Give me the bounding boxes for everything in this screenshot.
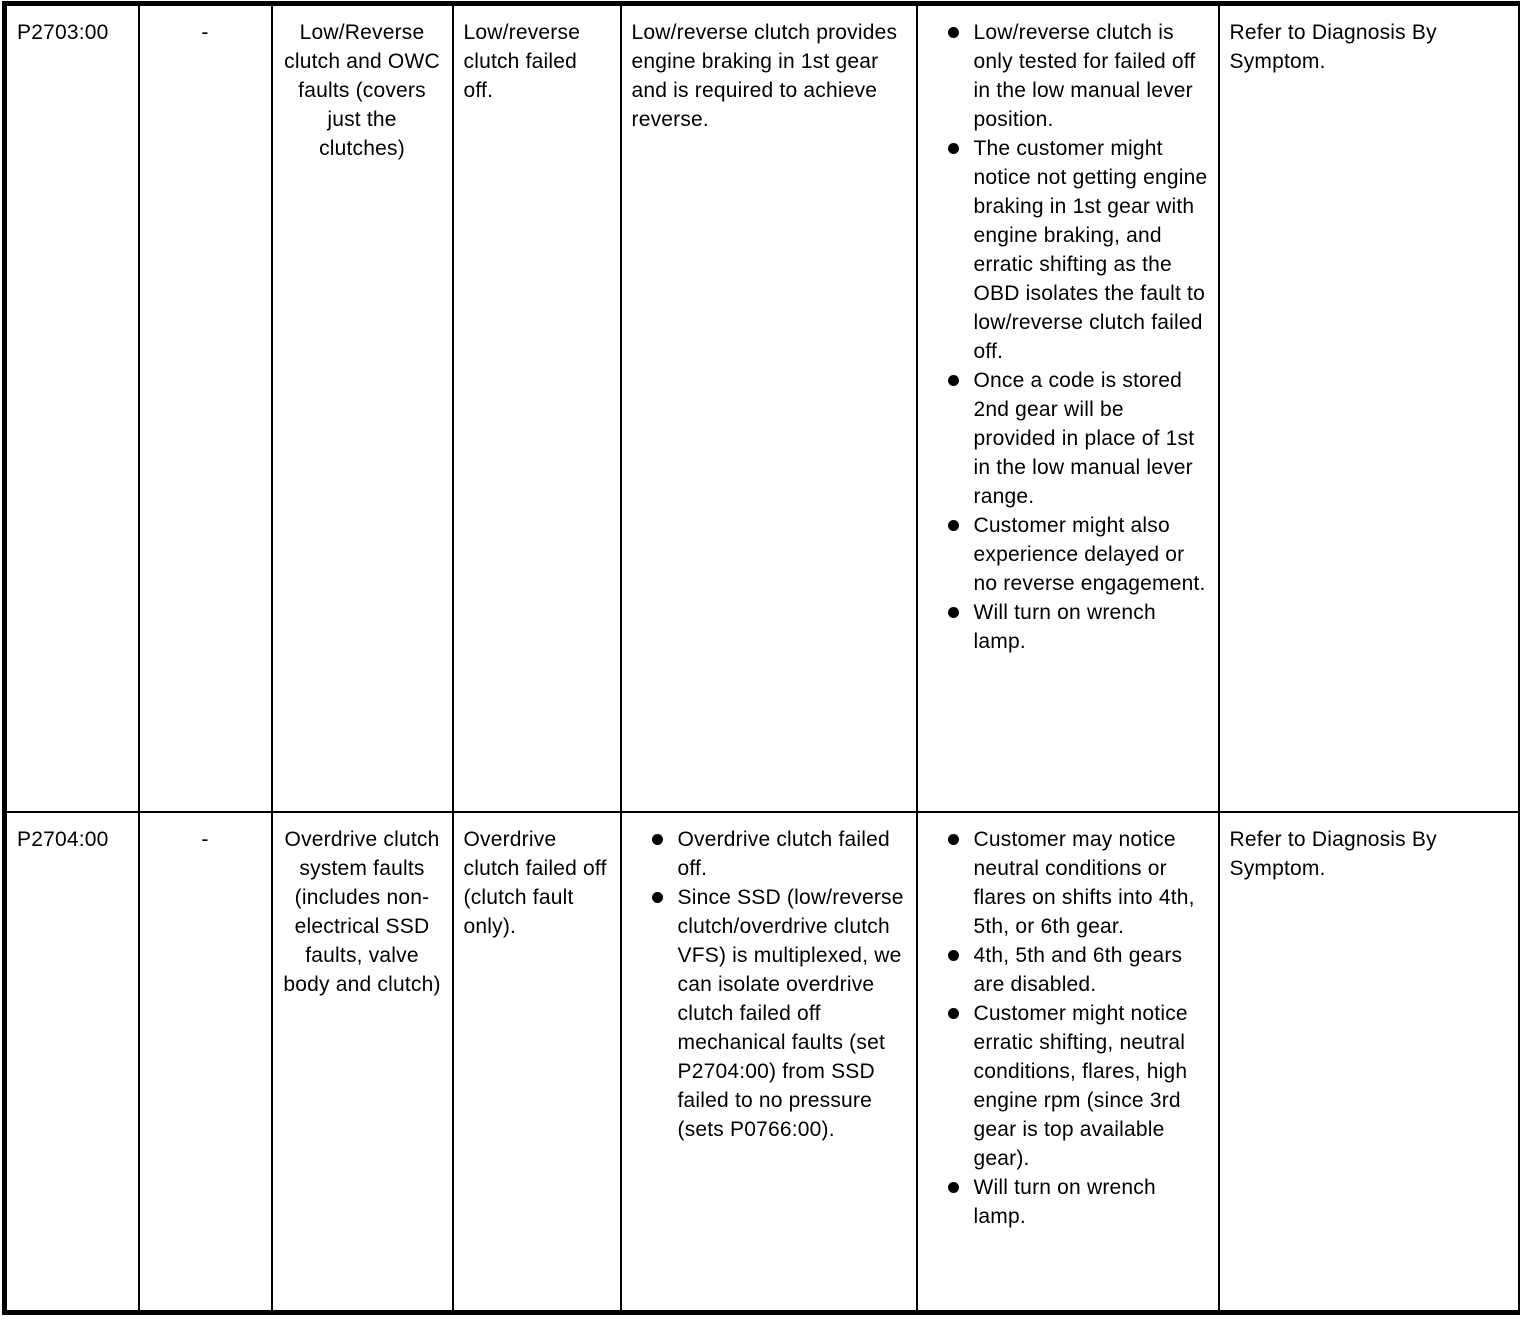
bullet-item: Customer may notice neutral conditions o… bbox=[928, 825, 1208, 941]
action-text: Refer to Diagnosis By Symptom. bbox=[1230, 21, 1437, 73]
symptom-cell: Customer may notice neutral conditions o… bbox=[917, 812, 1219, 1313]
bullet-item: Customer might also experience delayed o… bbox=[928, 511, 1208, 598]
dtc-code: P2703:00 bbox=[17, 21, 109, 44]
function-cell: Overdrive clutch failed off.Since SSD (l… bbox=[621, 812, 917, 1313]
dtc-code-cell: P2704:00 bbox=[5, 812, 139, 1313]
symptom-cell: Low/reverse clutch is only tested for fa… bbox=[917, 4, 1219, 812]
action-cell: Refer to Diagnosis By Symptom. bbox=[1219, 812, 1520, 1313]
function-cell: Low/reverse clutch provides engine braki… bbox=[621, 4, 917, 812]
description-cell: Overdrive clutch system faults (includes… bbox=[272, 812, 453, 1313]
action-cell: Refer to Diagnosis By Symptom. bbox=[1219, 4, 1520, 812]
bullet-item: Will turn on wrench lamp. bbox=[928, 1173, 1208, 1231]
description-text: Low/Reverse clutch and OWC faults (cover… bbox=[284, 21, 440, 160]
dtc-code-cell: P2703:00 bbox=[5, 4, 139, 812]
failure-mode-cell: Overdrive clutch failed off (clutch faul… bbox=[453, 812, 621, 1313]
action-text: Refer to Diagnosis By Symptom. bbox=[1230, 828, 1437, 880]
table-row: P2704:00 - Overdrive clutch system fault… bbox=[5, 812, 1520, 1313]
bullet-item: The customer might notice not getting en… bbox=[928, 134, 1208, 366]
bullet-item: Low/reverse clutch is only tested for fa… bbox=[928, 18, 1208, 134]
description-text: Overdrive clutch system faults (includes… bbox=[283, 828, 440, 996]
function-bullet-list: Overdrive clutch failed off.Since SSD (l… bbox=[632, 825, 906, 1144]
function-text: Low/reverse clutch provides engine braki… bbox=[632, 18, 906, 134]
description-cell: Low/Reverse clutch and OWC faults (cover… bbox=[272, 4, 453, 812]
secondary-code: - bbox=[201, 828, 208, 851]
bullet-item: Customer might notice erratic shifting, … bbox=[928, 999, 1208, 1173]
symptom-bullet-list: Low/reverse clutch is only tested for fa… bbox=[928, 18, 1208, 656]
failure-mode-cell: Low/reverse clutch failed off. bbox=[453, 4, 621, 812]
table-row: P2703:00 - Low/Reverse clutch and OWC fa… bbox=[5, 4, 1520, 812]
failure-mode-text: Overdrive clutch failed off (clutch faul… bbox=[464, 828, 607, 938]
bullet-item: Overdrive clutch failed off. bbox=[632, 825, 906, 883]
secondary-code-cell: - bbox=[139, 4, 272, 812]
failure-mode-text: Low/reverse clutch failed off. bbox=[464, 21, 581, 102]
bullet-item: 4th, 5th and 6th gears are disabled. bbox=[928, 941, 1208, 999]
secondary-code-cell: - bbox=[139, 812, 272, 1313]
dtc-code: P2704:00 bbox=[17, 828, 109, 851]
bullet-item: Will turn on wrench lamp. bbox=[928, 598, 1208, 656]
secondary-code: - bbox=[201, 21, 208, 44]
bullet-item: Once a code is stored 2nd gear will be p… bbox=[928, 366, 1208, 511]
symptom-bullet-list: Customer may notice neutral conditions o… bbox=[928, 825, 1208, 1231]
bullet-item: Since SSD (low/reverse clutch/overdrive … bbox=[632, 883, 906, 1144]
